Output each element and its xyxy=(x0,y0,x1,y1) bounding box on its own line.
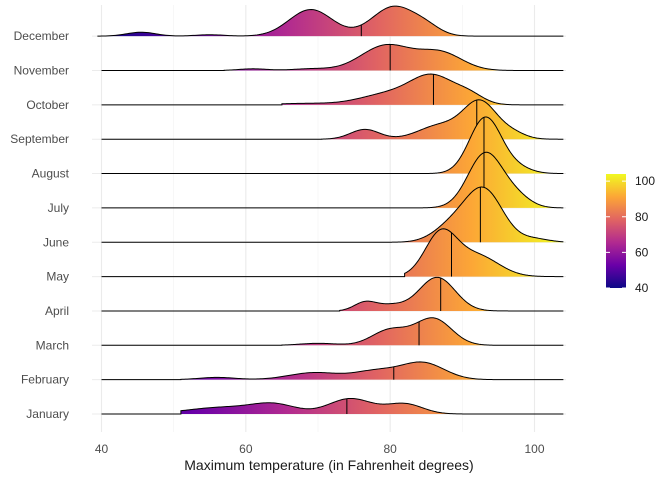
ridge-outline xyxy=(101,317,564,346)
ridge-fill xyxy=(281,74,564,105)
ridge-november xyxy=(101,43,564,71)
x-tick-label: 60 xyxy=(239,442,253,456)
x-tick-label: 80 xyxy=(383,442,397,456)
colorbar-label: 100 xyxy=(635,174,655,188)
y-tick-label: March xyxy=(36,338,69,352)
y-tick-label: June xyxy=(43,235,69,249)
ridges xyxy=(97,5,564,415)
x-tick-label: 100 xyxy=(524,442,544,456)
y-tick-label: December xyxy=(14,29,69,43)
ridge-outline xyxy=(101,99,564,140)
ridge-fill xyxy=(281,317,564,346)
ridge-fill xyxy=(321,99,564,140)
ridge-outline xyxy=(101,228,564,278)
ridge-fill xyxy=(390,187,564,243)
ridge-october xyxy=(101,73,564,106)
ridge-december xyxy=(97,5,564,37)
y-tick-label: July xyxy=(48,201,69,215)
ridge-january xyxy=(101,397,564,415)
colorbar-label: 80 xyxy=(635,210,649,224)
ridge-fill xyxy=(404,228,564,277)
ridge-outline xyxy=(97,5,564,37)
x-tick-labels: 40 60 80 100 xyxy=(95,442,545,456)
ridge-fill xyxy=(180,398,564,414)
ridge-outline xyxy=(101,276,564,312)
ridge-february xyxy=(101,361,564,381)
ridge-fill xyxy=(224,44,564,71)
colorbar-label: 60 xyxy=(635,245,649,259)
ridge-outline xyxy=(101,361,564,381)
y-tick-label: August xyxy=(32,167,70,181)
y-tick-label: April xyxy=(45,304,69,318)
ridge-outline xyxy=(101,116,564,175)
ridge-may xyxy=(101,228,564,278)
ridge-fill xyxy=(97,6,564,37)
y-tick-label: February xyxy=(21,373,69,387)
ridge-april xyxy=(101,276,564,312)
ridge-outline xyxy=(101,151,564,209)
y-tick-label: November xyxy=(14,64,69,78)
ridge-fill xyxy=(419,152,564,208)
y-tick-label: October xyxy=(26,98,69,112)
ridge-march xyxy=(101,317,564,346)
ridge-june xyxy=(101,186,564,243)
x-axis-title: Maximum temperature (in Fahrenheit degre… xyxy=(184,457,473,473)
y-tick-label: May xyxy=(46,270,69,284)
y-tick-labels: January February March April May June July Augu… xyxy=(10,29,69,421)
colorbar xyxy=(606,174,626,288)
colorbar-legend: 40 60 80 100 xyxy=(606,174,655,295)
ridge-outline xyxy=(101,186,564,243)
x-tick-label: 40 xyxy=(95,442,109,456)
y-tick-label: September xyxy=(10,132,69,146)
ridge-fill xyxy=(180,361,564,380)
colorbar-label: 40 xyxy=(635,281,649,295)
ridge-outline xyxy=(101,397,564,415)
ridge-outline xyxy=(101,43,564,71)
ridge-fill xyxy=(419,116,564,174)
ridge-fill xyxy=(339,277,564,311)
y-tick-label: January xyxy=(26,407,69,421)
ridge-outline xyxy=(101,73,564,106)
